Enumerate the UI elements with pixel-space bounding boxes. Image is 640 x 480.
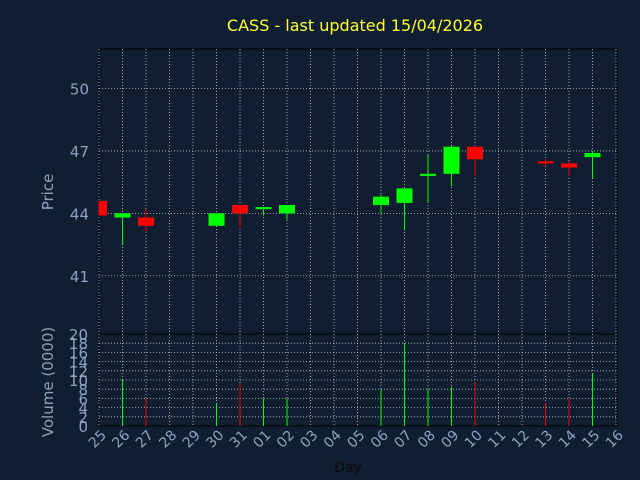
volume-tick-label: 18 [69,335,88,353]
price-tick-label: 41 [70,268,89,286]
candle-body [255,207,272,210]
volume-tick-label: 6 [78,390,88,408]
candle-body [443,146,460,174]
candle-body [396,188,413,203]
candle-body [420,173,436,176]
candle-body [138,217,154,226]
price-axis-label: Price [39,174,57,211]
candle-body [232,205,248,214]
volume-tick-label: 4 [78,400,88,418]
candle-body [537,161,554,164]
volume-tick-label: 2 [78,409,88,427]
chart-title: CASS - last updated 15/04/2026 [227,16,483,35]
candle-body [584,153,601,158]
volume-tick-label: 0 [78,418,88,436]
candle-body [208,213,225,226]
candle-body [373,196,389,206]
price-panel: 41 44 47 50 [70,48,618,335]
volume-tick-label: 20 [69,326,88,344]
volume-axis-label: Volume (0000) [39,327,57,437]
price-tick-label: 50 [70,81,89,99]
x-axis: 25 26 27 28 29 30 31 01 02 03 04 05 06 07 08 09 10 11 12 13… [86,427,627,451]
candle-body [467,146,483,160]
volume-tick-label: 16 [69,344,88,362]
volume-tick-label: 10 [69,372,88,390]
price-tick-label: 47 [70,143,89,161]
candle-body [99,200,107,216]
price-tick-label: 44 [70,205,89,223]
candle-body [279,205,295,214]
x-axis-label: Day [334,460,362,476]
candle-body [114,213,131,218]
volume-tick-label: 12 [69,363,88,381]
volume-tick-label: 14 [69,354,88,372]
candle-body [561,163,577,168]
volume-tick-label: 8 [78,381,88,399]
